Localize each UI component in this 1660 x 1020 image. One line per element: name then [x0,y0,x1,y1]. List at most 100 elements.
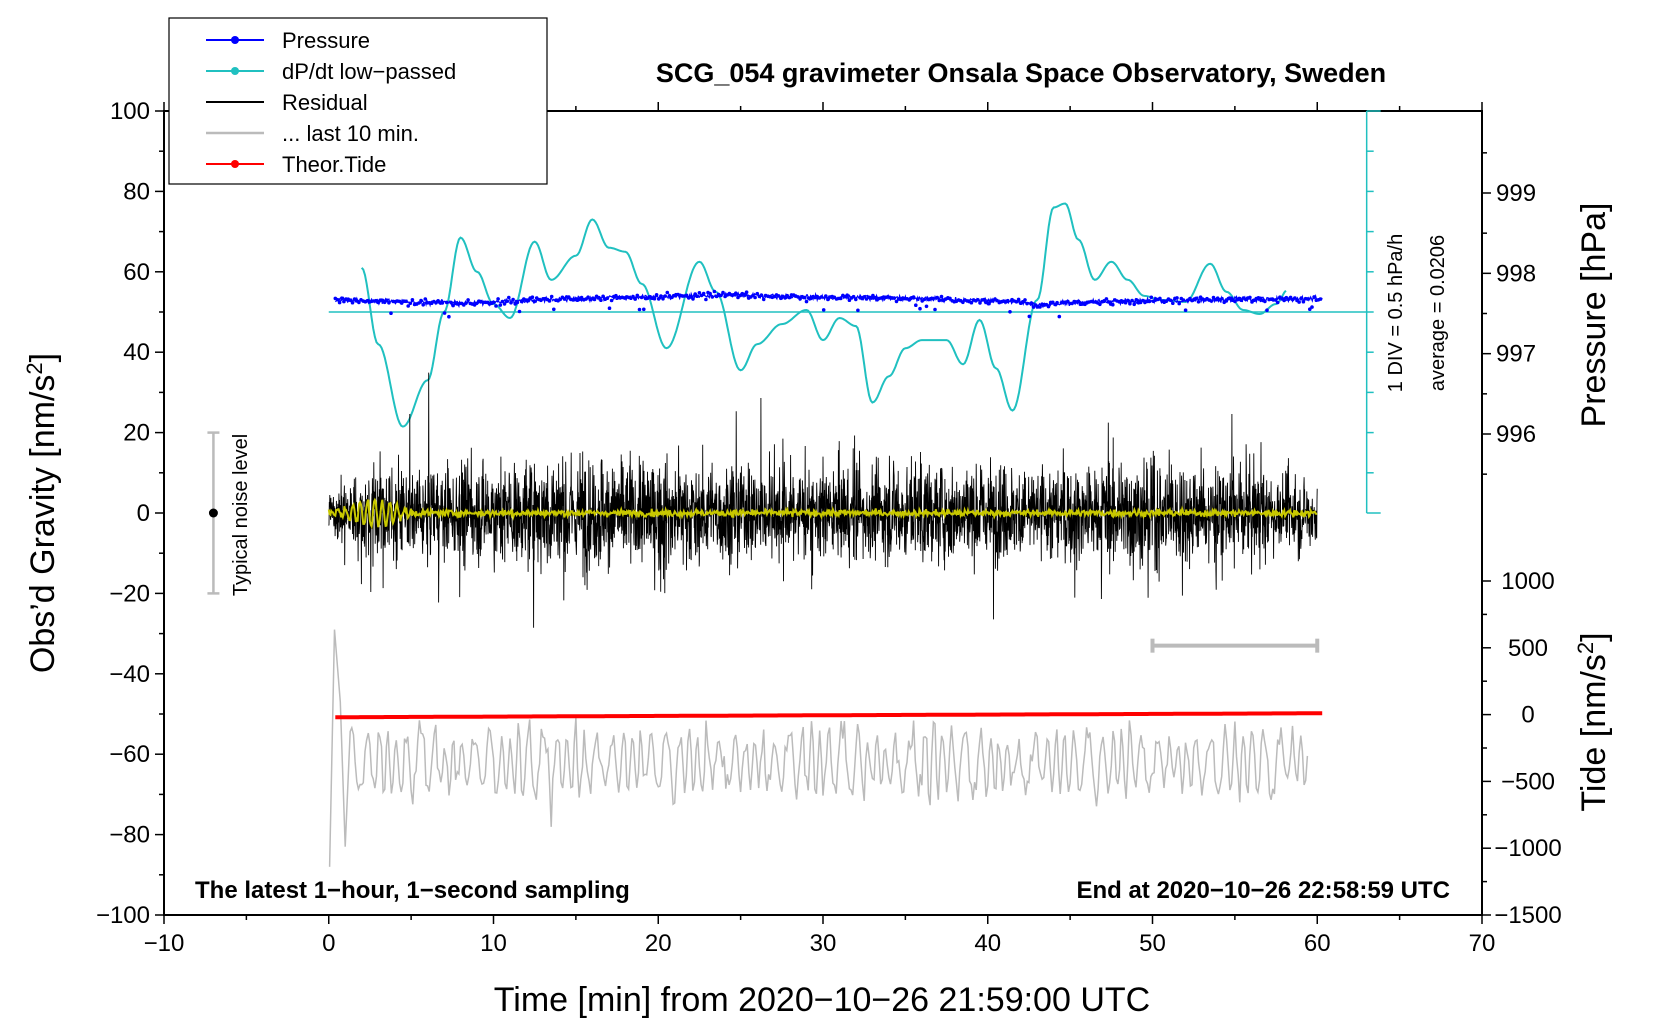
pressure-point [1263,299,1267,304]
pressure-point [449,300,453,305]
pressure-point [1194,296,1199,301]
x-tick-label: 0 [322,930,335,957]
pressure-point [982,297,987,302]
pressure-point [335,297,340,302]
x-tick-label: 70 [1469,930,1496,957]
pressure-point [466,298,470,302]
pressure-point [1305,297,1310,301]
pressure-point [918,306,922,311]
pressure-point [639,295,644,300]
pressure-point [1158,296,1162,301]
y-tick-label: −80 [109,822,150,849]
pressure-point [787,295,792,300]
pressure-point [494,304,498,308]
pressure-tick-label: 998 [1496,260,1536,287]
pressure-point [1104,297,1109,301]
pressure-point [515,300,520,305]
pressure-point [656,297,661,301]
pressure-point [856,308,860,313]
pressure-point [1151,299,1156,304]
pressure-point [601,294,605,299]
pressure-point [695,294,700,299]
pressure-point [387,301,391,305]
pressure-point [1175,296,1179,300]
chart-title: SCG_054 gravimeter Onsala Space Observat… [656,58,1386,88]
pressure-point [417,301,421,305]
pressure-tick-labels: 999 998 997 996 [1496,180,1536,448]
pressure-point [552,307,556,312]
x-tick-label: 60 [1304,930,1331,957]
pressure-point [1014,300,1019,304]
pressure-point [911,295,916,299]
pressure-point [1181,298,1186,302]
y-axis-title-main: Obs’d Gravity [nm/s [24,375,62,674]
x-axis-title: Time [min] from 2020−10−26 21:59:00 UTC [494,981,1150,1019]
tide-axis-title-sup: 2 [1573,642,1598,654]
pressure-point [631,294,635,299]
pressure-point [804,299,809,304]
pressure-point [1312,295,1316,299]
pressure-point [851,294,856,299]
pressure-point [607,306,612,311]
pressure-point [824,294,828,298]
tide-tick-label: 1000 [1501,568,1554,595]
x-tick-label: 40 [974,930,1001,957]
pressure-point [986,301,991,306]
pressure-point [423,297,428,301]
pressure-point [586,295,590,300]
tide-tick-labels: 1000 500 0 −500 −1000 −1500 [1494,568,1561,929]
pressure-point [605,296,610,301]
y-tick-label: 100 [110,98,150,125]
x-tick-label: 30 [810,930,837,957]
pressure-point [1297,300,1301,304]
legend-label: ... last 10 min. [282,121,419,146]
pressure-point [922,297,927,302]
pressure-point [406,304,411,308]
pressure-point [776,294,781,298]
pressure-point [1209,299,1214,303]
pressure-point [1025,301,1029,306]
pressure-point [1299,296,1304,300]
residual-series-line [328,372,1318,628]
pressure-point [937,298,942,303]
pressure-point [1196,300,1201,304]
pressure-point [504,299,509,304]
legend-swatch-marker [231,67,239,75]
pressure-point [633,297,637,301]
pressure-point [1149,295,1154,300]
pressure-point [710,295,715,299]
pressure-point [948,296,952,301]
pressure-point [419,298,423,303]
pressure-point [599,298,603,303]
pressure-point [1248,295,1252,300]
tide-series-line [335,711,1323,720]
pressure-point [1224,299,1229,303]
pressure-point [464,301,468,305]
pressure-point [642,307,646,312]
pressure-point [532,299,537,304]
pressure-point [753,295,757,300]
residual-lowpass-line [327,497,1318,530]
pressure-point [1126,298,1130,303]
pressure-point [496,297,500,301]
pressure-point [1106,300,1111,304]
pressure-point [691,297,695,301]
pressure-point [759,293,764,298]
pressure-point [1027,314,1032,319]
pressure-point [661,297,665,301]
series-layer [207,110,1381,867]
pressure-point [492,300,496,305]
pressure-point [1183,308,1188,313]
tide-tick-label: −1500 [1494,902,1561,929]
pressure-point [704,297,708,302]
y-tick-labels: 100 80 60 40 20 0 −20 −40 −60 −80 −100 [96,98,150,929]
pressure-point [969,300,974,305]
pressure-point [579,295,584,300]
legend-label: Residual [282,90,368,115]
pressure-point [1301,299,1306,304]
pressure-point [519,299,524,304]
pressure-point [684,293,689,298]
pressure-point [1051,300,1055,305]
pressure-point [1318,297,1323,301]
